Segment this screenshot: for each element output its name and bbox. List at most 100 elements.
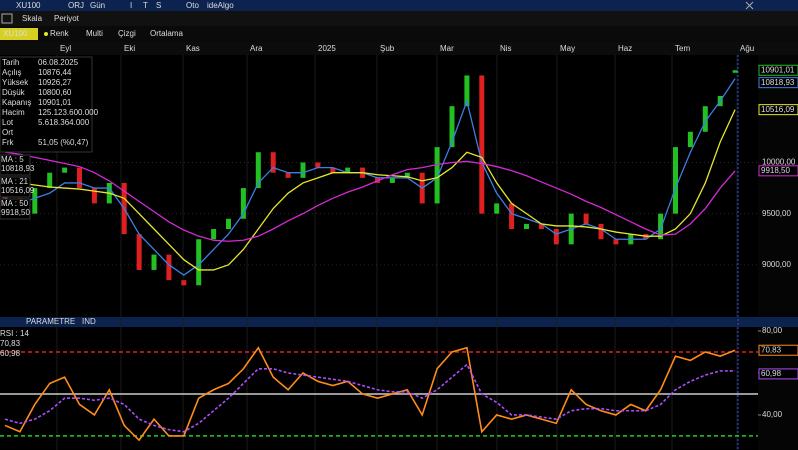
candle xyxy=(91,188,97,204)
info-value: 10901,01 xyxy=(38,98,72,107)
month-label: Tem xyxy=(675,44,690,53)
ma-line xyxy=(4,151,736,242)
rsi-legend-name: RSI : 14 xyxy=(0,329,29,338)
value-badge xyxy=(758,344,798,356)
rsi-legend-value: 70,83 xyxy=(0,339,21,348)
ma-line xyxy=(5,109,736,271)
toolbar-item[interactable]: S xyxy=(156,1,161,10)
rsi-tick-label: 80,00 xyxy=(762,326,783,335)
menu-bar xyxy=(0,11,798,26)
tab-item[interactable]: Multi xyxy=(86,29,103,38)
date-axis xyxy=(0,42,798,55)
toolbar-item[interactable]: Oto xyxy=(186,1,199,10)
candle xyxy=(479,75,485,214)
tab-dot xyxy=(44,32,48,36)
candle xyxy=(553,229,559,245)
rsi-line xyxy=(4,346,736,442)
month-label: Eki xyxy=(124,44,135,53)
rsi-line xyxy=(4,363,736,433)
info-label: Tarih xyxy=(2,58,19,67)
close-icon[interactable] xyxy=(745,1,754,10)
value-badge-label: 60,98 xyxy=(761,369,782,378)
month-label: Mar xyxy=(440,44,454,53)
candle xyxy=(255,152,261,189)
rsi-legend-value: 60,98 xyxy=(0,349,21,358)
candle xyxy=(285,172,291,178)
info-label: Hacim xyxy=(2,108,25,117)
info-value: 51,05 (%0,47) xyxy=(38,138,89,147)
ma-legend-box xyxy=(0,154,31,176)
toolbar-item[interactable]: Gün xyxy=(90,1,105,10)
toolbar-symbol[interactable]: XU100 xyxy=(16,1,41,10)
toolbar-item[interactable]: I xyxy=(130,1,132,10)
candle xyxy=(702,106,708,132)
info-label: Yüksek xyxy=(2,78,29,87)
candle xyxy=(226,218,231,229)
menu-item[interactable]: Periyot xyxy=(54,14,80,23)
ma-legend-value: 10818,93 xyxy=(1,164,35,173)
month-label: Ağu xyxy=(740,44,754,53)
info-value: 5.618.364.000 xyxy=(38,118,90,127)
y-tick-label: 10000,00 xyxy=(762,158,796,167)
info-value: 10926,27 xyxy=(38,78,72,87)
ma-legend-name: MA : 5 xyxy=(1,155,24,164)
month-label: May xyxy=(560,44,575,53)
candle xyxy=(494,203,500,214)
ma-legend-box xyxy=(0,198,31,220)
candle xyxy=(509,203,515,229)
info-value: 10876,44 xyxy=(38,68,72,77)
toolbar-item[interactable]: T xyxy=(143,1,148,10)
value-badge-label: 70,83 xyxy=(761,345,782,354)
tab-item[interactable]: Ortalama xyxy=(150,29,183,38)
candle xyxy=(583,213,589,224)
rsi-tick-label: 40,00 xyxy=(762,410,783,419)
candle xyxy=(613,239,619,245)
save-icon[interactable] xyxy=(1,13,13,24)
candle xyxy=(538,223,544,229)
toolbar-item[interactable]: ORJ xyxy=(68,1,84,10)
value-badge-label: 10818,93 xyxy=(761,78,795,87)
candle xyxy=(181,280,187,286)
candle xyxy=(449,106,455,148)
symbol-tab-label[interactable]: XU100 xyxy=(3,29,28,38)
candle xyxy=(315,162,321,168)
value-badge xyxy=(758,64,798,76)
toolbar xyxy=(0,0,798,11)
candle xyxy=(77,167,82,189)
candle xyxy=(151,254,157,270)
candle xyxy=(658,213,664,240)
info-label: Ort xyxy=(2,128,14,137)
panel-header-label[interactable]: PARAMETRE xyxy=(26,317,75,326)
info-value: 06.08.2025 xyxy=(38,58,79,67)
candle xyxy=(687,131,693,148)
tab-item[interactable]: Çizgi xyxy=(118,29,136,38)
menu-item[interactable]: Skala xyxy=(22,14,43,23)
candle xyxy=(732,70,738,73)
panel-header-label[interactable]: IND xyxy=(82,317,96,326)
value-badge xyxy=(758,77,798,89)
value-badge-label: 10901,01 xyxy=(761,65,795,74)
symbol-tab[interactable] xyxy=(0,28,38,40)
ma-legend-name: MA : 50 xyxy=(1,199,29,208)
toolbar-item[interactable]: ideAlgo xyxy=(207,1,234,10)
candle xyxy=(32,188,38,214)
ma-legend-name: MA : 21 xyxy=(1,177,29,186)
tab-item[interactable]: Renk xyxy=(50,29,70,38)
info-label: Kapanış xyxy=(2,98,31,107)
value-badge-label: 9918,50 xyxy=(761,166,790,175)
y-tick-label: 9500,00 xyxy=(762,209,791,218)
candle xyxy=(464,75,470,107)
candle xyxy=(673,147,678,214)
candle xyxy=(47,172,53,189)
price-axis xyxy=(758,55,798,317)
ma-legend-value: 10516,09 xyxy=(1,186,35,195)
info-value: 10800,60 xyxy=(38,88,72,97)
info-label: Frk xyxy=(2,138,15,147)
month-label: Kas xyxy=(186,44,200,53)
candle xyxy=(62,167,68,173)
candle xyxy=(598,223,604,240)
value-badge xyxy=(758,165,798,177)
month-label: Şub xyxy=(380,44,395,53)
